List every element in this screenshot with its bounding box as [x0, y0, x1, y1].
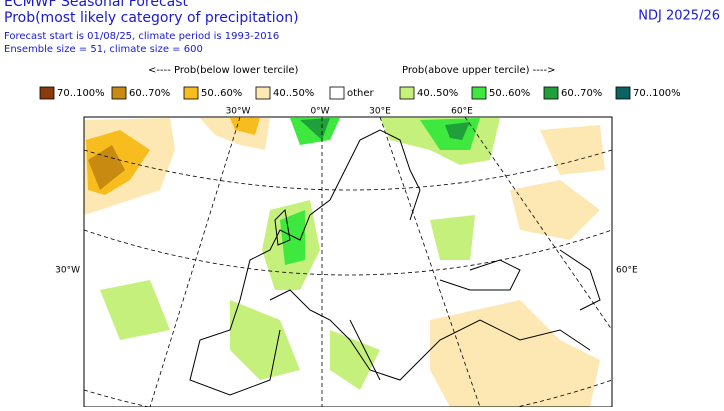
graticule-label: 30°W	[55, 266, 80, 276]
legend-label: 70..100%	[633, 88, 681, 99]
title: Prob(most likely category of precipitati…	[4, 10, 299, 26]
legend-label: 40..50%	[273, 88, 314, 99]
legend-swatch	[183, 86, 199, 100]
legend-swatch	[615, 86, 631, 100]
legend-above-header: Prob(above upper tercile) ---->	[402, 65, 556, 76]
legend-label: 70..100%	[57, 88, 105, 99]
legend-below-header: <---- Prob(below lower tercile)	[148, 65, 299, 76]
legend-label: 60..70%	[561, 88, 602, 99]
legend-swatch	[329, 86, 345, 100]
ensemble-info: Ensemble size = 51, climate size = 600	[4, 44, 203, 55]
coastlines	[189, 129, 601, 396]
source: ECMWF Seasonal Forecast	[4, 0, 189, 10]
legend-swatch	[543, 86, 559, 100]
legend-label: other	[347, 88, 375, 99]
legend-swatch	[111, 86, 127, 100]
legend: 70..100% 60..70% 50..60% 40..50% other 40..50…	[39, 86, 681, 100]
graticule-label: 0°W	[310, 107, 329, 117]
legend-swatch	[399, 86, 415, 100]
legend-swatch	[255, 86, 271, 100]
graticule-label: 60°E	[616, 266, 638, 276]
forecast-info: Forecast start is 01/08/25, climate peri…	[4, 31, 279, 42]
legend-label: 40..50%	[417, 88, 458, 99]
graticule-label: 60°E	[451, 107, 473, 117]
graticule-label: 30°W	[226, 107, 251, 117]
legend-label: 50..60%	[489, 88, 530, 99]
legend-swatch	[471, 86, 487, 100]
period: NDJ 2025/26	[638, 9, 720, 24]
graticule-label: 30°E	[369, 107, 391, 117]
legend-label: 60..70%	[129, 88, 170, 99]
legend-label: 50..60%	[201, 88, 242, 99]
graticule	[84, 117, 612, 407]
map	[84, 117, 612, 407]
shading	[84, 118, 605, 407]
legend-swatch	[39, 86, 55, 100]
